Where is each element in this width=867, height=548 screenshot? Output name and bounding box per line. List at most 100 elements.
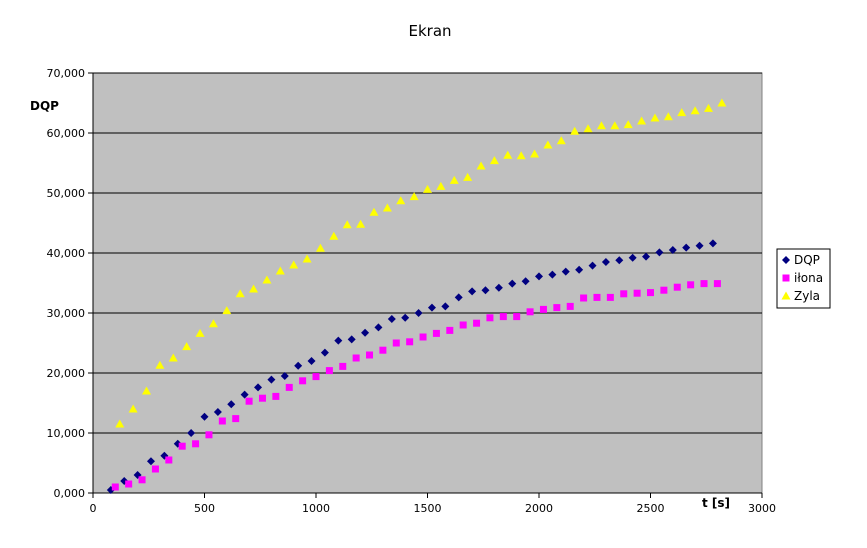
data-point xyxy=(419,333,427,341)
data-point xyxy=(342,220,352,229)
data-point xyxy=(473,319,481,327)
legend-marker xyxy=(782,274,790,282)
data-point xyxy=(703,103,713,112)
gridlines xyxy=(93,72,762,434)
data-point xyxy=(682,243,691,252)
data-point xyxy=(155,360,165,369)
data-point xyxy=(138,476,146,484)
data-points xyxy=(106,98,727,494)
data-point xyxy=(280,372,289,380)
data-point xyxy=(307,357,316,365)
data-point xyxy=(526,308,534,316)
data-point xyxy=(673,283,681,291)
data-point xyxy=(312,373,320,381)
data-point xyxy=(329,231,339,240)
data-point xyxy=(192,440,200,448)
data-point xyxy=(409,192,419,201)
x-axis-label: t [s] xyxy=(702,496,730,510)
data-point xyxy=(637,116,647,125)
data-point xyxy=(208,319,218,328)
data-point xyxy=(258,394,266,402)
data-point xyxy=(187,429,196,437)
data-point xyxy=(650,113,660,122)
data-point xyxy=(575,265,584,274)
legend-label: iłona xyxy=(794,271,823,285)
data-point xyxy=(655,248,664,257)
data-point xyxy=(374,323,383,332)
data-point xyxy=(561,267,570,276)
y-tick-label: 10,000 xyxy=(47,427,86,440)
data-point xyxy=(516,151,526,160)
data-point xyxy=(382,203,392,212)
data-point xyxy=(513,313,521,321)
data-point xyxy=(151,465,159,473)
data-point xyxy=(249,284,259,293)
data-point xyxy=(146,457,155,466)
data-point xyxy=(352,354,360,362)
data-point xyxy=(302,254,312,263)
data-point xyxy=(218,417,226,425)
legend-marker xyxy=(781,291,791,300)
data-point xyxy=(387,315,396,323)
series-diamond xyxy=(106,239,717,494)
data-point xyxy=(339,362,347,370)
data-point xyxy=(454,293,463,302)
data-point xyxy=(436,181,446,190)
data-point xyxy=(356,219,366,228)
data-point xyxy=(553,304,561,312)
data-point xyxy=(476,161,486,170)
legend-label: Zyla xyxy=(794,289,820,303)
data-point xyxy=(468,287,477,296)
data-point xyxy=(240,390,249,399)
data-point xyxy=(401,313,410,322)
data-point xyxy=(690,106,700,115)
data-point xyxy=(222,306,232,315)
data-point xyxy=(489,156,499,165)
y-tick-label: 40,000 xyxy=(47,247,86,260)
x-tick-label: 3000 xyxy=(748,502,776,515)
data-point xyxy=(128,404,138,413)
data-point xyxy=(486,314,494,322)
plot-area xyxy=(92,72,763,494)
data-point xyxy=(379,346,387,354)
data-point xyxy=(289,260,299,269)
data-point xyxy=(320,348,329,357)
data-point xyxy=(182,342,192,351)
data-point xyxy=(115,419,125,428)
data-point xyxy=(235,289,245,298)
data-point xyxy=(272,392,280,400)
data-point xyxy=(606,293,614,301)
x-tick-label: 0 xyxy=(90,502,97,515)
data-point xyxy=(663,112,673,121)
data-point xyxy=(165,456,173,464)
x-tick-label: 1500 xyxy=(414,502,442,515)
y-tick-label: 20,000 xyxy=(47,367,86,380)
data-point xyxy=(596,121,606,130)
data-point xyxy=(369,207,379,216)
data-point xyxy=(610,121,620,130)
data-point xyxy=(588,261,597,270)
series-square xyxy=(111,280,721,491)
data-point xyxy=(615,256,624,265)
chart-title: Ekran xyxy=(408,22,451,40)
data-point xyxy=(687,281,695,289)
data-point xyxy=(205,431,213,439)
y-axis-ticks: 0,000 10,000 20,000 30,000 40,000 50,000 60,00… xyxy=(47,67,93,500)
x-tick-label: 2000 xyxy=(525,502,553,515)
y-tick-label: 0,000 xyxy=(54,487,86,500)
data-point xyxy=(432,329,440,337)
legend-marker xyxy=(782,256,790,264)
y-tick-label: 50,000 xyxy=(47,187,86,200)
data-point xyxy=(717,98,727,107)
data-point xyxy=(168,353,178,362)
data-point xyxy=(125,480,133,488)
data-point xyxy=(406,338,414,346)
data-point xyxy=(695,241,704,250)
y-tick-label: 70,000 xyxy=(47,67,86,80)
data-point xyxy=(583,124,593,133)
data-point xyxy=(334,336,343,345)
data-point xyxy=(660,286,668,294)
data-point xyxy=(623,120,633,129)
x-tick-label: 500 xyxy=(194,502,215,515)
data-point xyxy=(521,277,530,286)
